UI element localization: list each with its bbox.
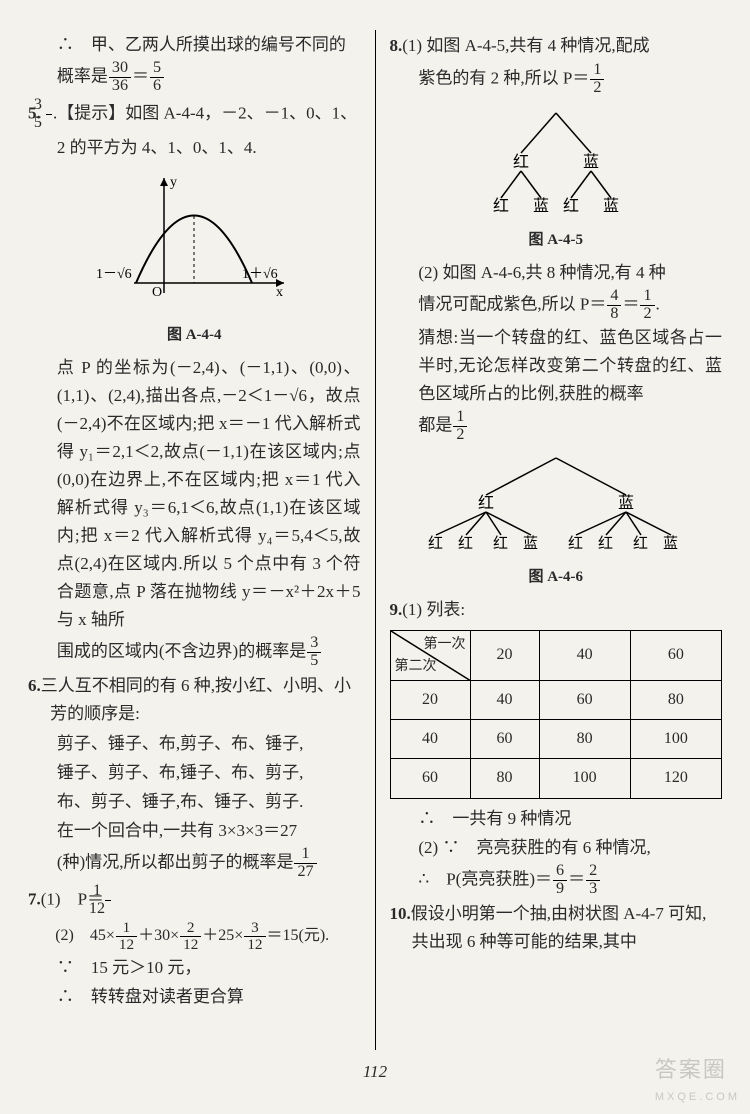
- q8-2a: (2) 如图 A-4-6,共 8 种情况,有 4 种: [390, 259, 723, 287]
- svg-text:红: 红: [633, 535, 648, 550]
- table-col-header: 40: [539, 630, 630, 680]
- q8-1: 8.(1) 如图 A-4-5,共有 4 种情况,配成: [390, 32, 723, 60]
- frac-1-27: 127: [294, 846, 316, 881]
- table-cell: 120: [630, 759, 721, 798]
- left-column: ∴ 甲、乙两人所摸出球的编号不同的 概率是3036＝56 5. 35.【提示】如…: [28, 30, 371, 1050]
- q6-l6: (种)情况,所以都出剪子的概率是127: [28, 846, 361, 881]
- q5-last: 围成的区域内(不含边界)的概率是35: [28, 635, 361, 670]
- svg-text:红: 红: [568, 535, 583, 550]
- table-cell: 80: [630, 680, 721, 719]
- column-divider: [375, 30, 376, 1050]
- figure-a44-caption: 图 A-4-4: [28, 323, 361, 348]
- q8-1b: 紫色的有 2 种,所以 P＝12: [390, 62, 723, 97]
- q9-2: (2) ∵ 亮亮获胜的有 6 种情况,: [390, 834, 723, 862]
- q8-2b: 情况可配成紫色,所以 P＝48＝12.: [390, 288, 723, 323]
- svg-text:蓝: 蓝: [663, 535, 678, 550]
- q8-guess-end: 都是12: [390, 409, 723, 444]
- svg-text:蓝: 蓝: [523, 535, 538, 550]
- q7-3: ∵ 15 元＞10 元，: [28, 954, 361, 982]
- frac-30-36: 3036: [109, 60, 131, 95]
- svg-text:红: 红: [458, 535, 473, 550]
- q8-number: 8.: [390, 36, 403, 55]
- table-cell: 60: [470, 719, 539, 758]
- figure-a46-caption: 图 A-4-6: [390, 565, 723, 590]
- svg-text:红: 红: [478, 494, 494, 512]
- table-cell: 40: [470, 680, 539, 719]
- svg-text:蓝: 蓝: [583, 153, 599, 171]
- q6: 6.三人互不相同的有 6 种,按小红、小明、小芳的顺序是:: [28, 672, 361, 728]
- q7-2: (2) 45×112＋30×212＋25×312＝15(元).: [28, 920, 361, 953]
- table-row-header: 20: [390, 680, 470, 719]
- frac-1-2: 12: [590, 62, 604, 97]
- q10-number: 10.: [390, 904, 411, 923]
- table-col-header: 60: [630, 630, 721, 680]
- svg-text:红: 红: [493, 197, 509, 213]
- table-col-header: 20: [470, 630, 539, 680]
- right-column: 8.(1) 如图 A-4-5,共有 4 种情况,配成 紫色的有 2 种,所以 P…: [380, 30, 723, 1050]
- svg-text:红: 红: [428, 535, 443, 550]
- svg-text:红: 红: [563, 197, 579, 213]
- q5-body: 点 P 的坐标为(－2,4)、(－1,1)、(0,0)、(1,1)、(2,4),…: [28, 354, 361, 634]
- q6-l5: 在一个回合中,一共有 3×3×3＝27: [28, 817, 361, 845]
- figure-a44: y x O 1－√6 1＋√6: [28, 168, 361, 317]
- svg-text:红: 红: [493, 535, 508, 550]
- q9-2b: ∴ P(亮亮获胜)＝69＝23: [390, 863, 723, 898]
- frac-5-6: 56: [150, 60, 164, 95]
- q4-line2: 概率是3036＝56: [28, 60, 361, 95]
- frac-3-5b: 35: [307, 635, 321, 670]
- table-diag-header: 第一次 第二次: [390, 630, 470, 680]
- table-cell: 80: [470, 759, 539, 798]
- probability-table: 第一次 第二次 20 40 60 20 40 60 80 40 60 80 10…: [390, 630, 723, 799]
- svg-text:红: 红: [513, 153, 529, 171]
- svg-text:x: x: [276, 285, 283, 300]
- svg-text:y: y: [170, 175, 177, 190]
- q9-c1: ∴ 一共有 9 种情况: [390, 805, 723, 833]
- table-cell: 100: [630, 719, 721, 758]
- q6-number: 6.: [28, 676, 41, 695]
- figure-a46: 红 蓝 红 红 红 蓝 红 红 红 蓝: [390, 450, 723, 559]
- svg-text:红: 红: [598, 535, 613, 550]
- q6-l3: 锤子、剪子、布,锤子、布、剪子,: [28, 759, 361, 787]
- q5-hint: .【提示】如图 A-4-4，－2、－1、0、1、: [53, 103, 357, 122]
- figure-a45: 红 蓝 红 蓝 红 蓝: [390, 103, 723, 222]
- svg-text:1＋√6: 1＋√6: [242, 267, 278, 282]
- q10: 10.假设小明第一个抽,由树状图 A-4-7 可知,共出现 6 种等可能的结果,…: [390, 900, 723, 956]
- q7-number: 7.: [28, 890, 41, 909]
- q9-1: 9.(1) 列表:: [390, 596, 723, 624]
- q9-number: 9.: [390, 600, 403, 619]
- q6-l4: 布、剪子、锤子,布、锤子、剪子.: [28, 788, 361, 816]
- svg-text:1－√6: 1－√6: [96, 267, 132, 282]
- table-row-header: 40: [390, 719, 470, 758]
- q6-l2: 剪子、锤子、布,剪子、布、锤子,: [28, 730, 361, 758]
- page-number: 112: [28, 1058, 722, 1086]
- svg-text:蓝: 蓝: [533, 197, 549, 213]
- table-cell: 100: [539, 759, 630, 798]
- figure-a45-caption: 图 A-4-5: [390, 228, 723, 253]
- svg-text:蓝: 蓝: [603, 197, 619, 213]
- q7-4: ∴ 转转盘对读者更合算: [28, 983, 361, 1011]
- frac-1-12: 112: [105, 883, 111, 918]
- table-row-header: 60: [390, 759, 470, 798]
- q5-line2: 2 的平方为 4、1、0、1、4.: [28, 134, 361, 162]
- table-cell: 80: [539, 719, 630, 758]
- watermark: 答案圈 MXQE.COM: [655, 1052, 740, 1106]
- q7-1: 7.(1) P＝112: [28, 883, 361, 918]
- table-cell: 60: [539, 680, 630, 719]
- frac-3-5: 35: [46, 97, 52, 132]
- q5-line1: 5. 35.【提示】如图 A-4-4，－2、－1、0、1、: [28, 97, 361, 132]
- q8-guess: 猜想:当一个转盘的红、蓝色区域各占一半时,无论怎样改变第二个转盘的红、蓝色区域所…: [390, 324, 723, 408]
- q4-line1: ∴ 甲、乙两人所摸出球的编号不同的: [28, 31, 361, 59]
- q4-text: 概率是: [57, 66, 108, 85]
- svg-text:蓝: 蓝: [618, 494, 634, 512]
- svg-text:O: O: [152, 285, 162, 300]
